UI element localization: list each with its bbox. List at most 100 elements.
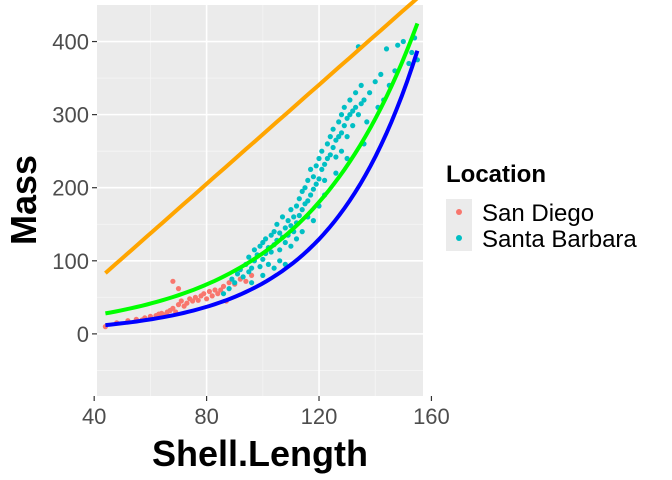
data-point: [341, 123, 347, 129]
data-point: [260, 272, 266, 278]
x-axis-title: Shell.Length: [152, 433, 368, 474]
x-tick-label: 120: [301, 404, 338, 429]
data-point: [336, 119, 342, 125]
data-point: [288, 207, 294, 213]
data-point: [277, 230, 283, 236]
data-point: [367, 90, 373, 96]
data-point: [296, 212, 302, 219]
data-point: [274, 221, 280, 227]
data-point: [201, 291, 207, 297]
data-point: [178, 298, 184, 304]
data-point: [358, 82, 364, 88]
data-point: [302, 185, 308, 191]
data-point: [246, 254, 252, 260]
data-point: [310, 218, 316, 224]
data-point: [350, 108, 356, 114]
data-point: [232, 280, 238, 286]
data-point: [358, 101, 364, 107]
data-point: [170, 278, 176, 284]
legend-label: San Diego: [482, 200, 594, 227]
data-point: [251, 247, 257, 253]
data-point: [170, 305, 176, 311]
data-point: [277, 258, 283, 264]
trend-line: [105, 22, 420, 316]
data-point: [324, 155, 330, 162]
data-point: [350, 123, 356, 129]
data-point: [313, 181, 319, 187]
data-point: [316, 155, 322, 162]
data-point: [215, 291, 221, 297]
data-point: [268, 232, 274, 238]
data-point: [226, 286, 232, 292]
data-point: [344, 155, 350, 162]
data-point: [355, 112, 361, 118]
data-point: [285, 218, 291, 224]
trend-line: [104, 0, 419, 275]
data-point: [344, 115, 350, 121]
data-point: [265, 261, 271, 267]
data-point: [268, 249, 274, 255]
data-point: [220, 283, 227, 289]
data-point: [249, 272, 255, 278]
y-tick-label: 200: [52, 176, 89, 201]
x-tick-label: 80: [194, 404, 218, 429]
data-point: [240, 274, 246, 280]
data-point: [364, 119, 370, 125]
plot-panel: [97, 5, 423, 396]
data-point: [249, 265, 255, 271]
grid-lines: [97, 5, 423, 396]
series-santa-barbara: [220, 35, 420, 297]
data-point: [218, 287, 224, 293]
x-tick-label: 160: [413, 404, 450, 429]
data-point: [226, 280, 232, 286]
y-tick-label: 0: [77, 322, 89, 347]
data-point: [333, 170, 339, 176]
data-point: [333, 154, 339, 160]
data-point: [299, 188, 305, 194]
data-point: [184, 300, 190, 306]
data-point: [206, 288, 212, 295]
data-point: [310, 186, 316, 192]
data-point: [271, 265, 277, 271]
data-point: [204, 296, 210, 302]
axes: 40 80 120 160 0 100 200 300 400: [52, 30, 450, 429]
data-point: [282, 225, 288, 231]
data-point: [220, 291, 227, 297]
x-tick-label: 40: [82, 404, 106, 429]
data-point: [378, 71, 384, 77]
data-point: [400, 38, 406, 45]
data-point: [263, 236, 269, 242]
data-point: [282, 239, 288, 246]
data-point: [322, 161, 328, 167]
data-point: [277, 247, 283, 253]
data-point: [308, 166, 314, 172]
legend-key-dot: [456, 209, 462, 215]
data-point: [338, 130, 345, 136]
data-point: [322, 177, 328, 183]
y-axis-title: Mass: [3, 155, 44, 245]
data-point: [279, 214, 286, 220]
data-point: [319, 148, 325, 154]
data-point: [308, 192, 314, 198]
data-point: [175, 302, 182, 308]
data-point: [271, 229, 277, 235]
data-point: [190, 298, 196, 304]
data-point: [209, 293, 215, 299]
y-tick-label: 400: [52, 30, 89, 55]
data-point: [234, 271, 241, 277]
data-point: [327, 134, 333, 140]
legend-key-dot: [456, 235, 462, 241]
data-point: [347, 112, 353, 118]
data-point: [305, 177, 311, 183]
data-point: [212, 287, 218, 293]
data-point: [344, 134, 350, 140]
data-point: [299, 207, 305, 213]
data-point: [299, 229, 305, 235]
data-point: [338, 148, 345, 154]
data-point: [175, 286, 182, 292]
y-tick-label: 100: [52, 249, 89, 274]
data-point: [310, 174, 316, 180]
data-point: [260, 256, 266, 262]
